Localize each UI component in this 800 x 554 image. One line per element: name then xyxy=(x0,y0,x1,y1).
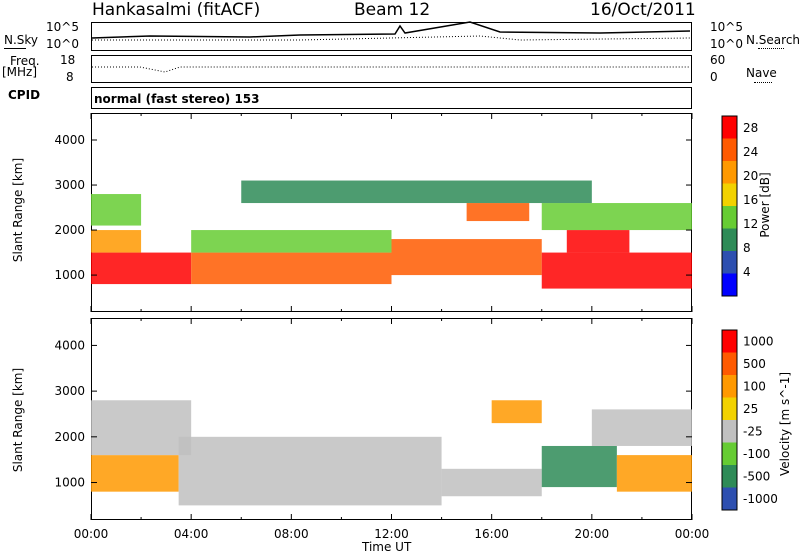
xtick-label: 16:00 xyxy=(474,527,509,541)
heatmap-region-0-3 xyxy=(191,252,392,285)
nave-label: Nave xyxy=(746,66,777,80)
colorbar-swatch xyxy=(722,397,737,420)
colorbar-swatch xyxy=(722,352,737,375)
xtick-label: 08:00 xyxy=(274,527,309,541)
cpid-panel xyxy=(91,87,692,109)
cpid-label: CPID xyxy=(8,88,41,102)
freq-bottom-tick: 8 xyxy=(66,70,74,84)
nsearch-label: N.Search xyxy=(746,33,800,47)
heatmap-region-1-3 xyxy=(441,468,542,497)
ytick-label: 3000 xyxy=(54,384,85,398)
xtick-label: 00:00 xyxy=(74,527,109,541)
colorbar-tick-label: 28 xyxy=(743,121,758,135)
power-colorbar-label: Power [dB] xyxy=(758,172,772,238)
colorbar-swatch xyxy=(722,228,737,251)
colorbar-tick-label: 500 xyxy=(743,357,766,371)
heatmap-region-1-0 xyxy=(91,455,179,492)
colorbar-tick-label: 100 xyxy=(743,379,766,393)
nsky-trace xyxy=(91,21,691,39)
colorbar-frame xyxy=(721,115,738,297)
nsearch-top-tick: 10^5 xyxy=(710,20,743,34)
colorbar-tick-label: 12 xyxy=(743,217,758,231)
nsearch-bottom-tick: 10^0 xyxy=(710,37,743,51)
colorbar-frame xyxy=(721,329,738,511)
station-title: Hankasalmi (fitACF) xyxy=(92,0,261,20)
heatmap-region-0-9 xyxy=(541,203,692,231)
nsky-label: N.Sky xyxy=(4,33,39,47)
heatmap-region-1-6 xyxy=(616,455,692,492)
heatmap-region-0-0 xyxy=(91,252,192,285)
heatmap-region-0-5 xyxy=(391,239,542,276)
nsearch-legend-line xyxy=(758,48,784,49)
colorbar-tick-label: -1000 xyxy=(743,492,778,506)
ytick-label: 3000 xyxy=(54,178,85,192)
colorbar-swatch xyxy=(722,138,737,161)
heatmap-region-1-7 xyxy=(591,409,692,446)
colorbar-swatch xyxy=(722,420,737,443)
ytick-label: 4000 xyxy=(54,338,85,352)
colorbar-tick-label: 24 xyxy=(743,145,758,159)
heatmap-region-1-2 xyxy=(178,436,442,506)
ytick-label: 2000 xyxy=(54,223,85,237)
beam-title: Beam 12 xyxy=(354,0,431,20)
freq-label: Freq. xyxy=(10,54,40,68)
colorbar-swatch xyxy=(722,251,737,274)
nsky-bottom-tick: 10^0 xyxy=(46,37,79,51)
nave-bottom-tick: 0 xyxy=(710,70,718,84)
date-title: 16/Oct/2011 xyxy=(590,0,696,20)
heatmap-region-0-10 xyxy=(241,180,592,204)
heatmap-region-0-6 xyxy=(466,203,530,222)
colorbar-swatch xyxy=(722,116,737,139)
colorbar-tick-label: 16 xyxy=(743,193,758,207)
colorbar-swatch xyxy=(722,465,737,488)
ytick-label: 2000 xyxy=(54,430,85,444)
colorbar-swatch xyxy=(722,183,737,206)
heatmap-region-0-7 xyxy=(541,252,692,289)
heatmap-region-0-2 xyxy=(91,194,142,226)
freq-panel xyxy=(91,55,692,83)
xtick-label: 00:00 xyxy=(675,527,710,541)
colorbar-swatch xyxy=(722,206,737,229)
ytick-label: 4000 xyxy=(54,133,85,147)
freq-unit: [MHz] xyxy=(2,65,38,79)
colorbar-swatch xyxy=(722,487,737,510)
ytick-label: 1000 xyxy=(54,268,85,282)
freq-top-tick: 18 xyxy=(60,53,76,67)
xtick-label: 04:00 xyxy=(174,527,209,541)
xtick-label: 12:00 xyxy=(374,527,409,541)
velocity-colorbar-label: Velocity [m s^-1] xyxy=(778,371,792,477)
colorbar-swatch xyxy=(722,161,737,184)
colorbar-swatch xyxy=(722,375,737,398)
colorbar-tick-label: -100 xyxy=(743,447,770,461)
heatmap-region-0-8 xyxy=(566,230,630,253)
nave-legend-line xyxy=(754,82,772,83)
colorbar-swatch xyxy=(722,442,737,465)
heatmap-region-1-5 xyxy=(541,445,617,488)
heatmap-region-1-1 xyxy=(91,400,192,456)
xtick-label: 20:00 xyxy=(575,527,610,541)
colorbar-tick-label: 25 xyxy=(743,402,758,416)
colorbar-tick-label: 1000 xyxy=(743,334,774,348)
colorbar-tick-label: -500 xyxy=(743,469,770,483)
velocity-ylabel: Slant Range [km] xyxy=(11,367,25,473)
nsky-top-tick: 10^5 xyxy=(46,20,79,34)
heatmap-region-0-4 xyxy=(191,230,392,253)
power-ylabel: Slant Range [km] xyxy=(11,157,25,263)
nsearch-trace xyxy=(92,35,691,41)
colorbar-swatch xyxy=(722,273,737,296)
xaxis-label: Time UT xyxy=(362,540,412,554)
nave-top-tick: 60 xyxy=(710,53,726,67)
colorbar-tick-label: 4 xyxy=(743,265,751,279)
colorbar-tick-label: 8 xyxy=(743,241,751,255)
ytick-label: 1000 xyxy=(54,476,85,490)
cpid-value: normal (fast stereo) 153 xyxy=(94,92,260,106)
colorbar-tick-label: 20 xyxy=(743,169,758,183)
colorbar-swatch xyxy=(722,330,737,353)
nsky-legend-line xyxy=(4,48,26,49)
heatmap-region-1-4 xyxy=(491,400,542,424)
colorbar-tick-label: -25 xyxy=(743,424,763,438)
heatmap-region-0-1 xyxy=(91,230,142,253)
